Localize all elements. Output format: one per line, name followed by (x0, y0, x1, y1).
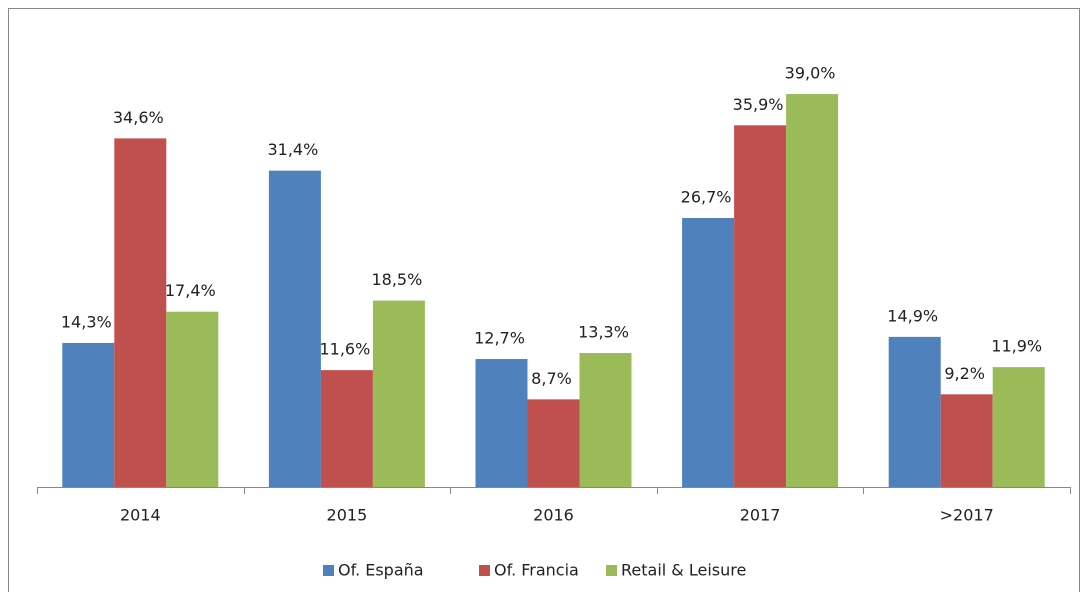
x-tick-label: 2015 (327, 506, 368, 525)
chart-border (8, 8, 1080, 592)
legend-label: Of. Francia (494, 561, 579, 580)
bar (992, 367, 1045, 487)
bar (114, 138, 167, 487)
bar (320, 370, 373, 487)
bar (372, 300, 425, 487)
value-label: 14,3% (61, 312, 112, 331)
value-label: 14,9% (887, 306, 938, 325)
bar (786, 94, 839, 487)
value-label: 39,0% (785, 64, 836, 83)
legend-label: Of. España (338, 561, 424, 580)
bar (682, 217, 735, 487)
bar (888, 336, 941, 487)
bar (268, 170, 321, 487)
value-label: 18,5% (371, 270, 422, 289)
bar (734, 125, 787, 488)
bar (940, 394, 993, 487)
x-tick-label: 2017 (740, 506, 781, 525)
value-label: 9,2% (944, 364, 985, 383)
bar (62, 342, 115, 487)
value-label: 17,4% (165, 281, 216, 300)
legend-swatch (606, 565, 617, 576)
x-tick-label: 2016 (533, 506, 574, 525)
x-tick-label: 2014 (120, 506, 161, 525)
value-label: 26,7% (681, 187, 732, 206)
value-label: 11,6% (319, 340, 370, 359)
legend-swatch (323, 565, 334, 576)
value-label: 31,4% (267, 140, 318, 159)
value-label: 35,9% (733, 95, 784, 114)
bar (527, 399, 580, 487)
legend-label: Retail & Leisure (621, 561, 746, 580)
value-label: 8,7% (531, 369, 572, 388)
legend-swatch (479, 565, 490, 576)
bar (475, 359, 528, 487)
value-label: 12,7% (474, 329, 525, 348)
bar (166, 311, 219, 487)
value-label: 11,9% (991, 337, 1042, 356)
value-label: 13,3% (578, 323, 629, 342)
x-tick-label: >2017 (940, 506, 994, 525)
value-label: 34,6% (113, 108, 164, 127)
bar (579, 353, 632, 487)
